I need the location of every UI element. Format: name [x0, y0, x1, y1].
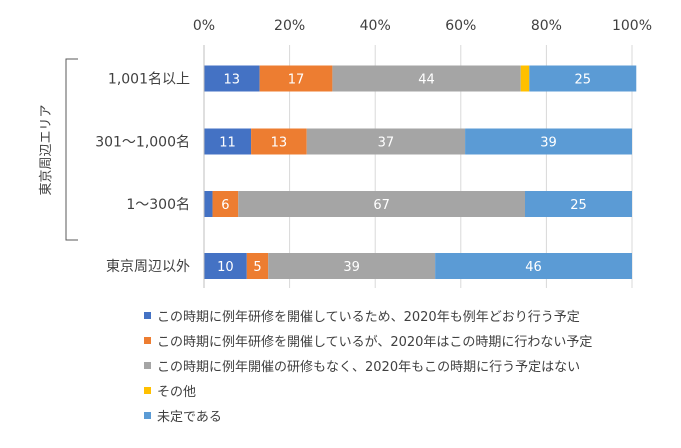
- legend-item: その他: [144, 378, 592, 403]
- bar-segment: [332, 65, 521, 92]
- bar-segment: [306, 128, 466, 155]
- data-label: 39: [540, 136, 557, 151]
- bar-segment: [525, 191, 632, 217]
- data-label: 44: [418, 73, 435, 88]
- x-tick-label: 80%: [531, 18, 562, 34]
- data-label: 46: [525, 260, 542, 275]
- category-label: 301～1,000名: [95, 135, 190, 151]
- x-tick-label: 20%: [274, 18, 305, 34]
- legend-label: 未定である: [157, 410, 222, 425]
- bar-segment: [204, 253, 247, 279]
- bar-segment: [465, 128, 632, 155]
- bar-segment: [435, 253, 632, 279]
- bar-segment: [238, 191, 526, 217]
- data-label: 25: [575, 73, 592, 88]
- group-bracket: [65, 58, 78, 241]
- bar-segment: [204, 128, 252, 155]
- bar-segment: [212, 191, 239, 217]
- legend-swatch: [144, 362, 151, 369]
- legend-swatch: [144, 337, 151, 344]
- bar-segment: [529, 65, 637, 92]
- bar-segment: [204, 191, 213, 217]
- legend-item: この時期に例年開催の研修もなく、2020年もこの時期に行う予定はない: [144, 353, 592, 378]
- data-label: 37: [378, 136, 395, 151]
- bar-segment: [259, 65, 333, 92]
- bar-segment: [251, 128, 307, 155]
- data-label: 17: [288, 73, 305, 88]
- data-label: 5: [253, 260, 261, 275]
- category-label: 1～300名: [126, 197, 190, 213]
- data-label: 67: [373, 198, 390, 213]
- x-tick-label: 40%: [360, 18, 391, 34]
- legend-label: この時期に例年研修を開催しているため、2020年も例年どおり行う予定: [157, 310, 580, 325]
- bar-segment: [246, 253, 269, 279]
- legend-swatch: [144, 312, 151, 319]
- x-tick-label: 100%: [612, 18, 652, 34]
- category-label: 東京周辺以外: [106, 259, 190, 275]
- bar-segment: [204, 65, 260, 92]
- data-label: 13: [271, 136, 288, 151]
- data-label: 11: [219, 136, 236, 151]
- bar-segment: [268, 253, 436, 279]
- x-tick-label: 0%: [193, 18, 215, 34]
- chart-legend: この時期に例年研修を開催しているため、2020年も例年どおり行う予定 この時期に例…: [144, 303, 592, 428]
- data-label: 39: [343, 260, 360, 275]
- legend-item: 未定である: [144, 403, 592, 428]
- legend-item: この時期に例年研修を開催しているが、2020年はこの時期に行わない予定: [144, 328, 592, 353]
- group-label: 東京周辺エリア: [38, 104, 54, 195]
- legend-label: この時期に例年開催の研修もなく、2020年もこの時期に行う予定はない: [157, 360, 581, 375]
- data-label: 25: [570, 198, 587, 213]
- x-tick-label: 60%: [445, 18, 476, 34]
- legend-label: この時期に例年研修を開催しているが、2020年はこの時期に行わない予定: [157, 335, 593, 350]
- data-label: 13: [224, 73, 241, 88]
- legend-item: この時期に例年研修を開催しているため、2020年も例年どおり行う予定: [144, 303, 592, 328]
- bar-segment: [520, 65, 530, 92]
- legend-swatch: [144, 412, 151, 419]
- legend-label: その他: [157, 385, 197, 400]
- data-label: 6: [221, 198, 229, 213]
- data-label: 10: [217, 260, 234, 275]
- category-label: 1,001名以上: [108, 72, 190, 88]
- legend-swatch: [144, 387, 151, 394]
